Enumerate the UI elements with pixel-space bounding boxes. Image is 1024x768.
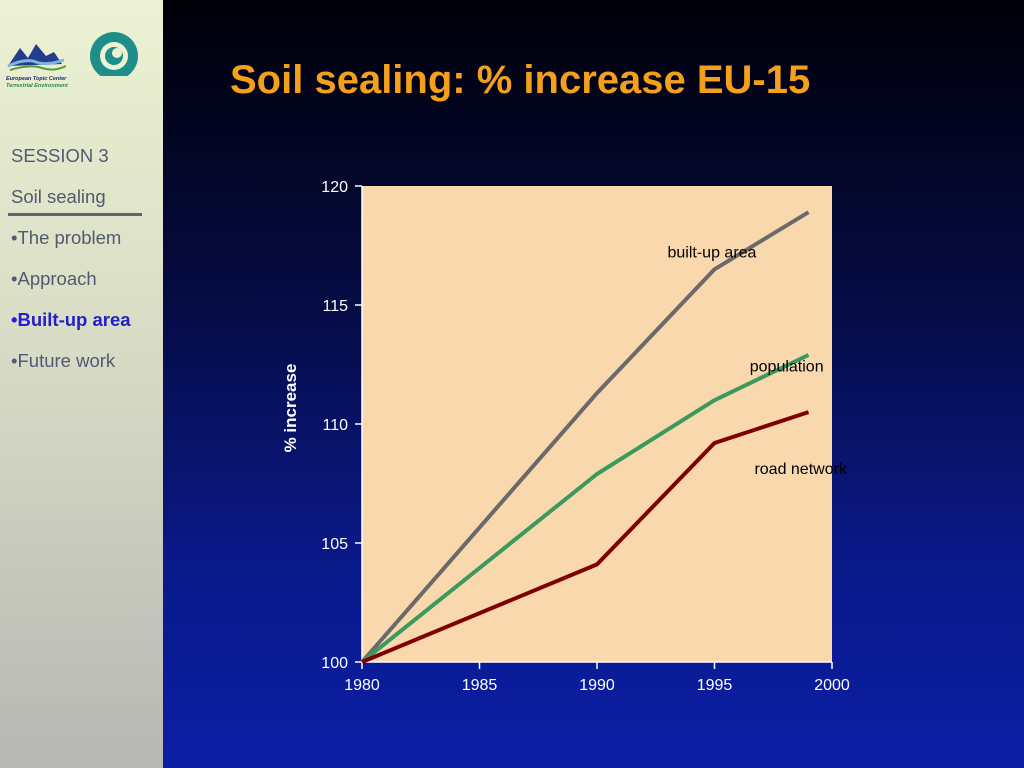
- x-tick-label: 1995: [697, 677, 733, 694]
- series-label-built-up-area: built-up area: [668, 244, 757, 261]
- nav-future-work[interactable]: •Future work: [11, 350, 116, 371]
- slide-title: Soil sealing: % increase EU-15: [230, 58, 811, 102]
- series-line-road-network: [361, 410, 810, 664]
- nav-approach[interactable]: •Approach: [11, 268, 97, 289]
- plot-area: [362, 186, 832, 662]
- logo-text-line2: Terrestrial Environment: [6, 83, 68, 89]
- y-tick-label: 110: [322, 417, 348, 434]
- x-tick-label: 1985: [462, 677, 498, 694]
- x-tick-label: 1980: [344, 677, 380, 694]
- logo-text-line1: European Topic Center: [6, 76, 67, 82]
- x-tick-label: 2000: [814, 677, 850, 694]
- y-tick-label: 100: [321, 655, 348, 672]
- series-label-population: population: [750, 359, 824, 376]
- y-axis-label: % increase: [281, 364, 300, 453]
- line-chart: 100 105 110 115 120 1980 1985 1990 1995 2000 buil…: [281, 179, 850, 694]
- nav-soil-sealing[interactable]: Soil sealing: [11, 186, 106, 207]
- etc-logo-icon: [7, 32, 138, 80]
- y-tick-label: 115: [322, 298, 348, 315]
- sidebar: European Topic Center Terrestrial Enviro…: [0, 0, 163, 768]
- y-tick-label: 120: [321, 179, 348, 196]
- series-line-population: [360, 353, 810, 664]
- nav-built-up-area[interactable]: •Built-up area: [11, 309, 131, 330]
- logo: European Topic Center Terrestrial Enviro…: [6, 26, 156, 96]
- nav-the-problem[interactable]: •The problem: [11, 227, 122, 248]
- y-tick-label: 105: [321, 536, 348, 553]
- series-line-built-up-area: [360, 210, 810, 664]
- nav-divider: [8, 213, 142, 216]
- nav-session-3[interactable]: SESSION 3: [11, 145, 109, 166]
- x-tick-label: 1990: [579, 677, 615, 694]
- series-label-road-network: road network: [754, 461, 847, 478]
